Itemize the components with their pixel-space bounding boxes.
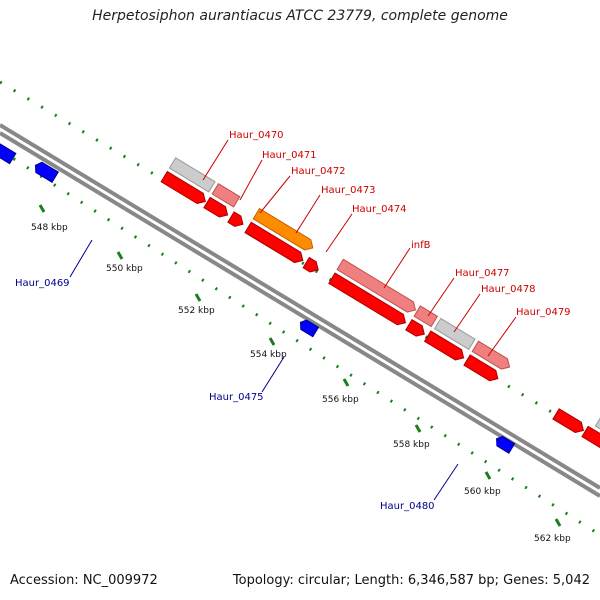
backbone-outer-line bbox=[0, 123, 600, 490]
tick-marks bbox=[38, 204, 562, 527]
tick-label: 562 kbp bbox=[534, 534, 571, 544]
gene-Haur_0472[interactable] bbox=[227, 211, 246, 230]
gene-Haur_0478[interactable] bbox=[423, 330, 467, 363]
gene-label-Haur_0480[interactable]: Haur_0480 bbox=[380, 501, 435, 512]
gene-label-infB[interactable]: infB bbox=[411, 240, 431, 251]
gene-Haur_0479[interactable] bbox=[463, 340, 513, 386]
gene-labels: Haur_0469 Haur_0470 Haur_0471 Haur_0472 … bbox=[15, 130, 571, 512]
tick-label: 556 kbp bbox=[322, 395, 359, 405]
gene-Haur_0480[interactable] bbox=[493, 434, 516, 454]
gene-Haur_0475[interactable] bbox=[297, 318, 320, 338]
inner-dotted-rail bbox=[0, 148, 600, 537]
accession-text: Accession: NC_009972 bbox=[10, 573, 158, 588]
tick-label: 548 kbp bbox=[31, 223, 68, 233]
tick-label: 550 kbp bbox=[106, 264, 143, 274]
gene-label-Haur_0469[interactable]: Haur_0469 bbox=[15, 278, 70, 289]
gene-right-edge[interactable] bbox=[552, 395, 600, 471]
tick-label: 558 kbp bbox=[393, 440, 430, 450]
gene-track bbox=[0, 103, 600, 471]
tick-label: 552 kbp bbox=[178, 306, 215, 316]
map-title: Herpetosiphon aurantiacus ATCC 23779, co… bbox=[92, 8, 508, 24]
gene-label-Haur_0475[interactable]: Haur_0475 bbox=[209, 392, 264, 403]
gene-Haur_0473[interactable] bbox=[244, 207, 316, 267]
gene-label-Haur_0471[interactable]: Haur_0471 bbox=[262, 150, 317, 161]
gene-Haur_0474[interactable] bbox=[302, 256, 321, 275]
gene-Haur_0477[interactable] bbox=[405, 305, 476, 363]
gene-infB[interactable] bbox=[328, 258, 419, 329]
gene-Haur_0471[interactable] bbox=[203, 183, 241, 221]
gene-label-Haur_0474[interactable]: Haur_0474 bbox=[352, 204, 407, 215]
tick-labels: 548 kbp 550 kbp 552 kbp 554 kbp 556 kbp … bbox=[31, 223, 571, 544]
gene-label-Haur_0473[interactable]: Haur_0473 bbox=[321, 185, 376, 196]
gene-label-Haur_0479[interactable]: Haur_0479 bbox=[516, 307, 571, 318]
gene-Haur_0470[interactable] bbox=[160, 157, 217, 207]
topology-text: Topology: circular; Length: 6,346,587 bp… bbox=[232, 573, 590, 588]
gene-label-Haur_0470[interactable]: Haur_0470 bbox=[229, 130, 284, 141]
gene-label-Haur_0478[interactable]: Haur_0478 bbox=[481, 284, 536, 295]
gene-label-Haur_0477[interactable]: Haur_0477 bbox=[455, 268, 510, 279]
leader-lines bbox=[69, 139, 517, 501]
gene-Haur_0469[interactable] bbox=[0, 103, 59, 200]
gene-label-Haur_0472[interactable]: Haur_0472 bbox=[291, 166, 346, 177]
tick-label: 560 kbp bbox=[464, 487, 501, 497]
backbone-inner-line bbox=[0, 131, 600, 498]
tick-label: 554 kbp bbox=[250, 350, 287, 360]
